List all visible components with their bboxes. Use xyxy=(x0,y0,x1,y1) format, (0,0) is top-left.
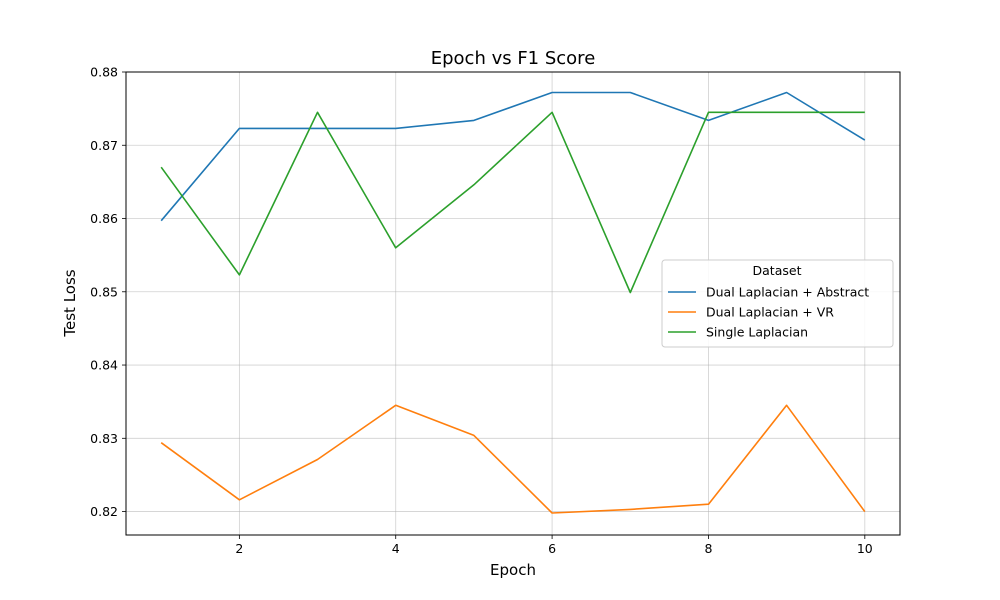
data-point xyxy=(707,503,709,505)
data-point xyxy=(160,220,162,222)
data-point xyxy=(551,512,553,514)
x-tick-label: 2 xyxy=(235,541,243,556)
y-tick-label: 0.85 xyxy=(90,284,118,299)
x-tick-label: 10 xyxy=(857,541,873,556)
grid-layer xyxy=(126,71,900,535)
data-point xyxy=(707,119,709,121)
data-point xyxy=(395,404,397,406)
data-point xyxy=(316,127,318,129)
data-point xyxy=(160,441,162,443)
series-layer xyxy=(160,91,866,514)
legend-entries: Dual Laplacian + Abstract Dual Laplacian … xyxy=(668,285,869,340)
y-tick-label: 0.84 xyxy=(90,358,118,373)
chart-title: Epoch vs F1 Score xyxy=(431,48,596,69)
legend-label-1: Dual Laplacian + Abstract xyxy=(706,285,869,300)
data-point xyxy=(629,291,631,293)
data-point xyxy=(395,127,397,129)
legend-label-2: Dual Laplacian + VR xyxy=(706,305,834,320)
y-tick-label: 0.83 xyxy=(90,431,118,446)
legend-title: Dataset xyxy=(753,263,802,278)
data-point xyxy=(785,91,787,93)
data-point xyxy=(707,111,709,113)
x-tick-label: 8 xyxy=(704,541,712,556)
series-line-2 xyxy=(160,404,866,514)
legend-label-3: Single Laplacian xyxy=(706,325,808,340)
y-axis-label: Test Loss xyxy=(61,269,79,337)
data-point xyxy=(473,434,475,436)
data-point xyxy=(160,166,162,168)
x-tick-label: 4 xyxy=(392,541,400,556)
data-point xyxy=(785,111,787,113)
y-tick-label: 0.87 xyxy=(90,138,118,153)
data-point xyxy=(316,458,318,460)
x-axis-label: Epoch xyxy=(490,561,536,579)
data-point xyxy=(395,247,397,249)
data-point xyxy=(551,91,553,93)
data-point xyxy=(864,139,866,141)
y-tick-label: 0.86 xyxy=(90,211,118,226)
data-point xyxy=(473,119,475,121)
data-point xyxy=(629,91,631,93)
y-tick-label: 0.82 xyxy=(90,504,118,519)
series-line-1 xyxy=(160,91,866,222)
data-point xyxy=(864,111,866,113)
data-point xyxy=(785,404,787,406)
legend-box xyxy=(661,259,894,348)
ticks-layer: 2 4 6 8 10 0.82 0.83 0.84 0.85 0.86 0.87 0.88 xyxy=(90,65,873,557)
data-point xyxy=(238,127,240,129)
x-tick-label: 6 xyxy=(548,541,556,556)
series-line-3 xyxy=(160,111,865,294)
y-tick-label: 0.88 xyxy=(90,65,118,80)
data-point xyxy=(864,510,866,512)
data-point xyxy=(238,499,240,501)
data-point xyxy=(238,274,240,276)
plot-frame xyxy=(125,71,901,536)
data-point xyxy=(551,111,553,113)
data-point xyxy=(473,184,475,186)
data-point xyxy=(629,508,631,510)
data-point xyxy=(316,111,318,113)
